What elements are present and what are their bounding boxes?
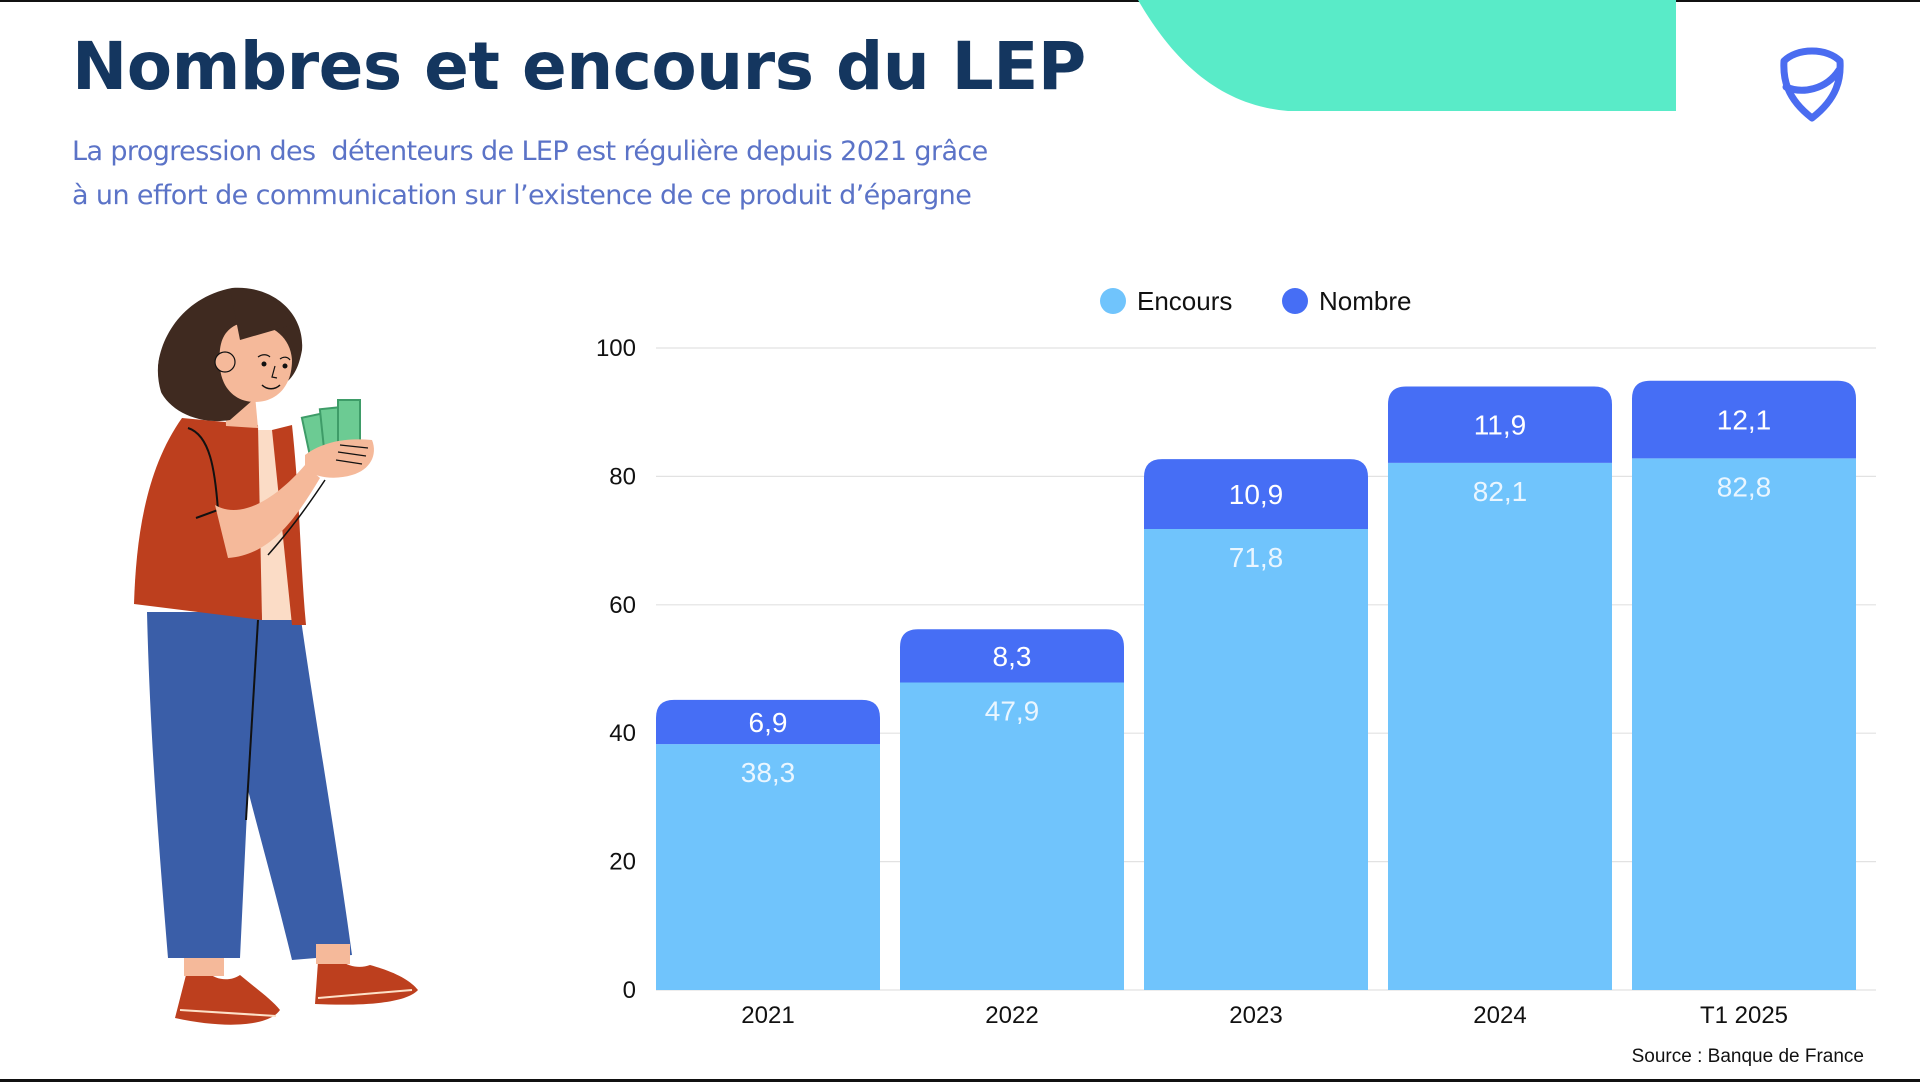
- bar-group: 71,8 10,9: [1144, 459, 1368, 990]
- data-label-encours: 82,1: [1473, 476, 1528, 507]
- bar-segment-encours: [1144, 529, 1368, 990]
- legend-swatch-encours: [1100, 288, 1126, 314]
- y-tick-label: 80: [609, 463, 636, 490]
- x-tick-label: 2022: [985, 1002, 1038, 1029]
- data-label-nombre: 11,9: [1474, 410, 1526, 441]
- right-shoe: [315, 960, 418, 1005]
- bottom-border: [0, 1079, 1920, 1082]
- source-note: Source : Banque de France: [1631, 1046, 1864, 1067]
- x-tick-label: T1 2025: [1700, 1002, 1788, 1029]
- shirt: [134, 418, 262, 620]
- x-axis-ticks: 2021 2022 2023 2024 T1 2025: [741, 1002, 1788, 1029]
- face: [219, 323, 292, 402]
- page-subtitle: La progression des détenteurs de LEP est…: [72, 130, 988, 218]
- legend-label-nombre: Nombre: [1319, 286, 1411, 316]
- subtitle-line-1: La progression des détenteurs de LEP est…: [72, 136, 988, 167]
- y-tick-label: 40: [609, 720, 636, 747]
- bar-segment-encours: [1632, 458, 1856, 990]
- y-tick-label: 0: [623, 977, 636, 1004]
- bar-group: 82,8 12,1: [1632, 380, 1856, 990]
- x-tick-label: 2023: [1229, 1002, 1282, 1029]
- data-label-nombre: 12,1: [1717, 405, 1772, 436]
- bar-segment-nombre: [900, 629, 1124, 683]
- bar-segment-encours: [900, 682, 1124, 990]
- x-tick-label: 2024: [1473, 1002, 1526, 1029]
- top-border: [0, 0, 1920, 2]
- legend-label-encours: Encours: [1137, 286, 1232, 316]
- bar-segment-encours: [1388, 462, 1612, 991]
- bar-group: 47,9 8,3: [900, 629, 1124, 990]
- bar-segment-nombre: [1632, 380, 1856, 459]
- bar-group: 82,1 11,9: [1388, 386, 1612, 991]
- data-label-encours: 47,9: [985, 695, 1040, 726]
- y-axis-ticks: 0 20 40 60 80 100: [596, 335, 636, 1004]
- data-label-encours: 71,8: [1229, 542, 1284, 573]
- teal-accent-shape: [1138, 0, 1676, 111]
- data-label-encours: 82,8: [1717, 471, 1772, 502]
- y-tick-label: 20: [609, 849, 636, 876]
- bar-segment-nombre: [656, 699, 880, 745]
- page-title: Nombres et encours du LEP: [72, 28, 1086, 105]
- y-tick-label: 100: [596, 335, 636, 362]
- bar-segment-encours: [656, 744, 880, 990]
- bars: 38,3 6,9 47,9 8,3 71,8 10,9 82,1 11,9 82,8 12,1: [656, 380, 1856, 991]
- subtitle-line-2: à un effort de communication sur l’exist…: [72, 180, 972, 211]
- bar-segment-nombre: [1388, 386, 1612, 463]
- arm: [215, 465, 320, 558]
- bar-segment-nombre: [1144, 459, 1368, 530]
- pants: [147, 612, 352, 960]
- data-label-encours: 38,3: [741, 757, 796, 788]
- hands: [305, 439, 374, 478]
- person-with-money-illustration: [134, 287, 418, 1025]
- shield-icon: [1780, 47, 1844, 122]
- data-label-nombre: 10,9: [1229, 479, 1284, 510]
- data-label-nombre: 6,9: [749, 707, 788, 738]
- bar-group: 38,3 6,9: [656, 699, 880, 990]
- y-tick-label: 60: [609, 592, 636, 619]
- data-label-nombre: 8,3: [993, 641, 1032, 672]
- legend-swatch-nombre: [1282, 288, 1308, 314]
- legend: Encours Nombre: [1100, 286, 1411, 316]
- x-tick-label: 2021: [741, 1002, 794, 1029]
